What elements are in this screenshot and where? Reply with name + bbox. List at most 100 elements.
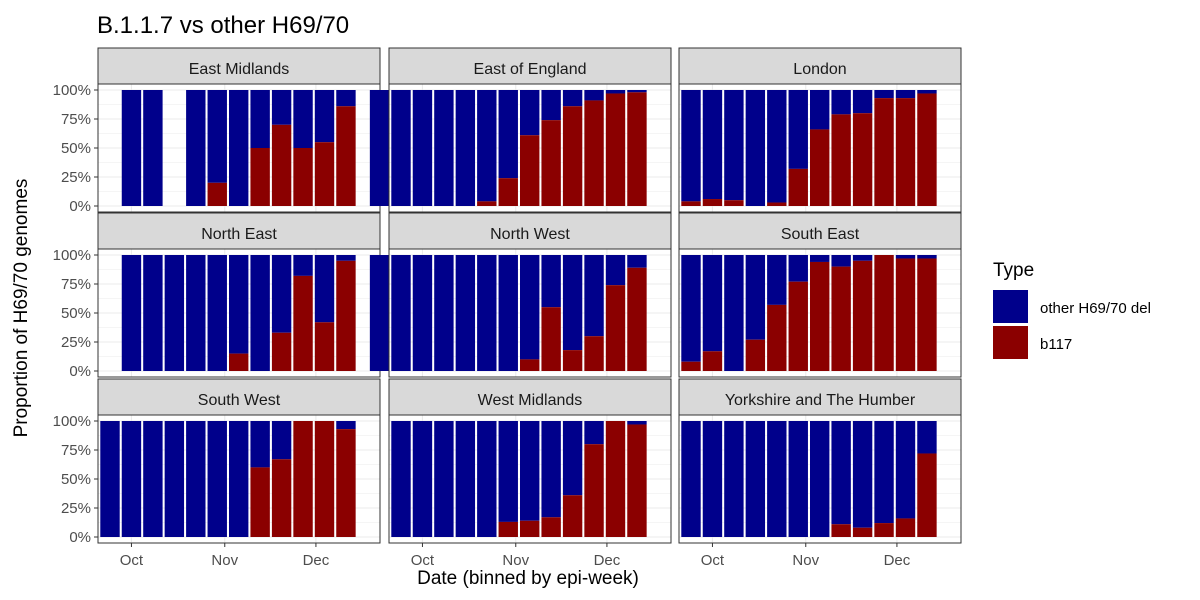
bar-b117: [250, 467, 270, 537]
bar-other-h69-70-del: [164, 421, 185, 537]
strip-label: West Midlands: [478, 392, 583, 409]
strip: [678, 378, 962, 416]
bar-b117: [831, 266, 851, 371]
bar-b117: [336, 106, 356, 206]
bar-b117: [336, 260, 356, 371]
bar-b117: [852, 527, 873, 537]
bar-other-h69-70-del: [605, 90, 626, 94]
bar-other-h69-70-del: [143, 255, 163, 371]
panel-border: [678, 248, 962, 378]
bar-other-h69-70-del: [498, 421, 518, 522]
bar-b117: [605, 93, 626, 206]
x-tick-label: Dec: [884, 552, 911, 569]
bar-b117: [541, 517, 561, 537]
strip-label: South West: [198, 392, 281, 409]
bar-b117: [681, 201, 701, 206]
bar-other-h69-70-del: [874, 421, 894, 524]
bar-other-h69-70-del: [562, 421, 583, 496]
bar-other-h69-70-del: [702, 255, 723, 352]
y-tick-label: 25%: [61, 169, 91, 186]
bar-b117: [788, 168, 808, 206]
bar-b117: [293, 275, 313, 371]
bar-other-h69-70-del: [895, 255, 916, 259]
bar-other-h69-70-del: [852, 421, 873, 528]
y-tick-label: 0%: [69, 529, 91, 546]
y-tick-label: 50%: [61, 471, 91, 488]
y-tick-label: 25%: [61, 500, 91, 517]
bar-b117: [584, 336, 604, 371]
bar-other-h69-70-del: [917, 90, 937, 94]
panel-north-west: North West: [369, 212, 672, 378]
strip: [97, 212, 381, 250]
bar-b117: [498, 178, 518, 206]
panel-south-west: South West 0% 25% 50% 75% 100% Oct Nov Dec: [53, 378, 381, 569]
bar-other-h69-70-del: [562, 255, 583, 351]
bar-b117: [831, 114, 851, 206]
bar-other-h69-70-del: [293, 255, 313, 276]
bar-other-h69-70-del: [369, 255, 390, 371]
bar-b117: [745, 339, 766, 371]
x-tick-label: Nov: [502, 552, 529, 569]
bar-b117: [874, 523, 894, 537]
y-tick-label: 0%: [69, 363, 91, 380]
panel-east-of-england: East of England: [369, 47, 672, 213]
bar-other-h69-70-del: [541, 255, 561, 308]
bar-other-h69-70-del: [207, 421, 227, 537]
bar-other-h69-70-del: [100, 421, 120, 537]
bar-b117: [562, 495, 583, 537]
bar-b117: [584, 100, 604, 206]
bar-other-h69-70-del: [541, 90, 561, 121]
bar-b117: [336, 429, 356, 537]
bar-b117: [702, 199, 723, 206]
bar-other-h69-70-del: [412, 421, 433, 537]
x-tick-label: Dec: [594, 552, 621, 569]
strip: [388, 378, 672, 416]
bar-b117: [681, 361, 701, 371]
bar-other-h69-70-del: [498, 90, 518, 179]
x-tick-label: Oct: [701, 552, 725, 569]
panel-west-midlands: West Midlands Oct Nov Dec: [388, 378, 672, 569]
bar-b117: [520, 135, 540, 206]
bar-other-h69-70-del: [605, 255, 626, 286]
strip: [388, 212, 672, 250]
x-tick-label: Nov: [792, 552, 819, 569]
bar-b117: [498, 521, 518, 537]
bar-other-h69-70-del: [917, 255, 937, 259]
bar-other-h69-70-del: [477, 255, 497, 371]
bar-b117: [562, 106, 583, 206]
y-tick-label: 50%: [61, 305, 91, 322]
bar-other-h69-70-del: [767, 421, 787, 537]
bar-b117: [627, 424, 647, 537]
x-tick-label: Nov: [211, 552, 238, 569]
bar-other-h69-70-del: [702, 90, 723, 200]
x-axis-title: Date (binned by epi-week): [417, 568, 639, 589]
bar-b117: [874, 98, 894, 206]
chart-title: B.1.1.7 vs other H69/70: [97, 12, 349, 39]
bar-other-h69-70-del: [477, 421, 497, 537]
bar-other-h69-70-del: [852, 90, 873, 114]
bar-other-h69-70-del: [455, 421, 476, 537]
bar-other-h69-70-del: [121, 421, 142, 537]
bar-other-h69-70-del: [627, 421, 647, 425]
bar-other-h69-70-del: [121, 90, 142, 206]
bar-other-h69-70-del: [852, 255, 873, 261]
bar-b117: [541, 120, 561, 206]
bar-b117: [229, 353, 249, 371]
bar-other-h69-70-del: [520, 421, 540, 521]
bar-other-h69-70-del: [810, 421, 830, 537]
y-tick-label: 75%: [61, 442, 91, 459]
bar-b117: [271, 332, 292, 371]
bar-b117: [271, 459, 292, 537]
bar-other-h69-70-del: [250, 90, 270, 148]
legend-swatch-other: [993, 290, 1028, 323]
strip-label: Yorkshire and The Humber: [725, 392, 916, 409]
strip-label: North East: [201, 226, 277, 243]
bar-other-h69-70-del: [541, 421, 561, 518]
legend-title: Type: [993, 260, 1034, 281]
bar-other-h69-70-del: [391, 90, 411, 206]
bar-b117: [767, 304, 787, 371]
bar-b117: [917, 93, 937, 206]
bar-other-h69-70-del: [584, 90, 604, 101]
bar-other-h69-70-del: [831, 90, 851, 115]
